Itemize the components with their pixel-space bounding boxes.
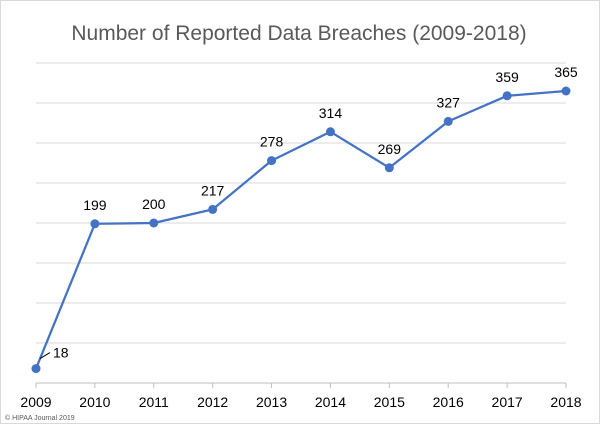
x-tick-label: 2017 <box>492 394 523 410</box>
x-tick-label: 2011 <box>139 394 169 410</box>
credit-text: © HIPAA Journal 2019 <box>5 414 75 422</box>
data-labels: 18 199 200 217 278 314 269 327 359 365 <box>39 64 578 361</box>
data-label: 217 <box>201 182 225 198</box>
data-label: 18 <box>53 345 69 361</box>
data-point <box>443 116 453 126</box>
data-point <box>208 204 218 214</box>
x-axis: 2009 2010 2011 2012 2013 2014 2015 2016 2017 2018 <box>20 382 582 410</box>
x-tick-label: 2014 <box>315 394 346 410</box>
data-point <box>384 163 394 173</box>
data-point <box>90 219 100 229</box>
x-tick-label: 2016 <box>433 394 464 410</box>
x-tick-label: 2018 <box>550 394 581 410</box>
data-point <box>502 91 512 101</box>
x-tick-label: 2013 <box>256 394 287 410</box>
data-label: 359 <box>495 69 519 85</box>
x-tick-label: 2012 <box>197 394 228 410</box>
data-label: 314 <box>319 105 343 121</box>
series-layer <box>31 86 571 374</box>
x-tick-label: 2015 <box>374 394 405 410</box>
data-label: 365 <box>554 64 578 80</box>
data-point <box>149 218 159 228</box>
data-label: 269 <box>378 141 402 157</box>
data-point <box>31 364 41 374</box>
chart-title: Number of Reported Data Breaches (2009-2… <box>71 22 526 45</box>
data-label: 278 <box>260 134 284 150</box>
series-line <box>34 89 567 370</box>
data-point <box>267 156 277 166</box>
x-tick-label: 2010 <box>79 394 110 410</box>
x-tick-label: 2009 <box>20 394 51 410</box>
data-label: 200 <box>142 196 166 212</box>
data-label-leader-line <box>39 352 51 360</box>
data-point <box>325 127 335 137</box>
data-label: 327 <box>437 94 461 110</box>
data-point <box>561 86 571 96</box>
data-label: 199 <box>83 197 107 213</box>
